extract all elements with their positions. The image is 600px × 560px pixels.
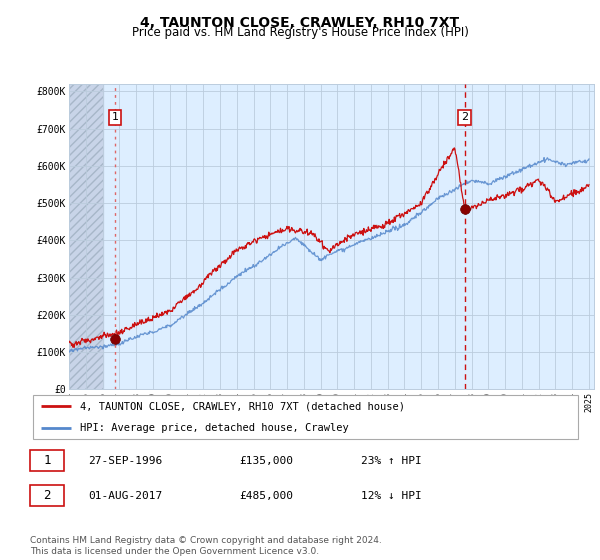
Text: 23% ↑ HPI: 23% ↑ HPI — [361, 456, 422, 465]
Text: 12% ↓ HPI: 12% ↓ HPI — [361, 491, 422, 501]
Bar — [69, 84, 103, 389]
Bar — [69, 84, 103, 389]
Text: HPI: Average price, detached house, Crawley: HPI: Average price, detached house, Craw… — [80, 423, 349, 433]
Text: £135,000: £135,000 — [240, 456, 294, 465]
Text: 2: 2 — [461, 113, 468, 123]
Text: £485,000: £485,000 — [240, 491, 294, 501]
Text: 01-AUG-2017: 01-AUG-2017 — [88, 491, 162, 501]
Text: 27-SEP-1996: 27-SEP-1996 — [88, 456, 162, 465]
Text: Contains HM Land Registry data © Crown copyright and database right 2024.
This d: Contains HM Land Registry data © Crown c… — [30, 536, 382, 556]
Text: 4, TAUNTON CLOSE, CRAWLEY, RH10 7XT: 4, TAUNTON CLOSE, CRAWLEY, RH10 7XT — [140, 16, 460, 30]
FancyBboxPatch shape — [30, 450, 64, 471]
Text: Price paid vs. HM Land Registry's House Price Index (HPI): Price paid vs. HM Land Registry's House … — [131, 26, 469, 39]
FancyBboxPatch shape — [33, 395, 578, 438]
Text: 2: 2 — [43, 489, 51, 502]
Text: 1: 1 — [112, 113, 119, 123]
FancyBboxPatch shape — [30, 485, 64, 506]
Text: 4, TAUNTON CLOSE, CRAWLEY, RH10 7XT (detached house): 4, TAUNTON CLOSE, CRAWLEY, RH10 7XT (det… — [80, 401, 404, 411]
Text: 1: 1 — [43, 454, 51, 467]
